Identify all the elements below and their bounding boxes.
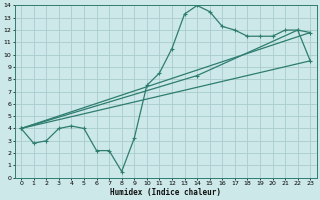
X-axis label: Humidex (Indice chaleur): Humidex (Indice chaleur): [110, 188, 221, 197]
